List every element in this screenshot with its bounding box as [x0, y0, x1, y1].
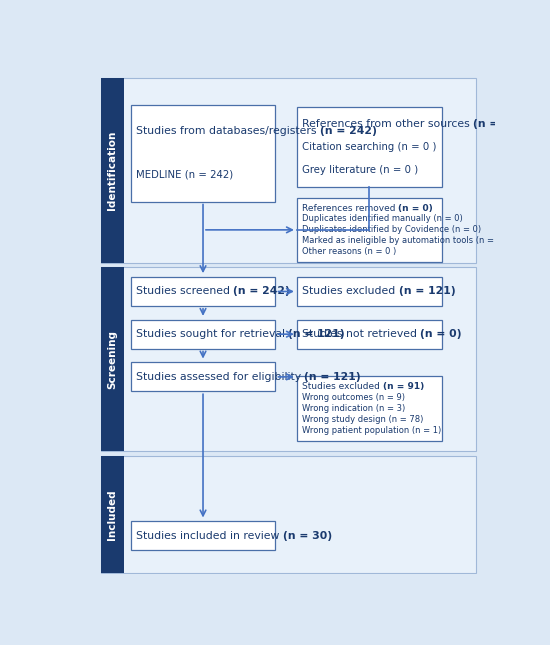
Text: Duplicates identified manually (n = 0): Duplicates identified manually (n = 0): [302, 214, 463, 223]
FancyBboxPatch shape: [101, 267, 476, 451]
Text: (n = 121): (n = 121): [304, 372, 361, 382]
Text: Identification: Identification: [107, 131, 118, 210]
FancyBboxPatch shape: [130, 362, 276, 392]
Text: Studies not retrieved: Studies not retrieved: [302, 329, 420, 339]
FancyBboxPatch shape: [130, 320, 276, 348]
FancyBboxPatch shape: [130, 521, 276, 550]
Text: (n = 0): (n = 0): [398, 204, 433, 212]
FancyBboxPatch shape: [130, 104, 276, 201]
Text: Duplicates identified by Covidence (n = 0): Duplicates identified by Covidence (n = …: [302, 225, 481, 234]
FancyBboxPatch shape: [297, 197, 442, 262]
Text: References removed: References removed: [302, 204, 398, 212]
Text: Screening: Screening: [107, 330, 118, 388]
Text: Included: Included: [107, 489, 118, 540]
Text: MEDLINE (n = 242): MEDLINE (n = 242): [136, 170, 233, 180]
FancyBboxPatch shape: [101, 456, 476, 573]
FancyBboxPatch shape: [130, 277, 276, 306]
FancyBboxPatch shape: [101, 456, 124, 573]
Text: Grey literature (n = 0 ): Grey literature (n = 0 ): [302, 165, 418, 175]
Text: (n = 0): (n = 0): [420, 329, 462, 339]
Text: Wrong outcomes (n = 9): Wrong outcomes (n = 9): [302, 393, 405, 402]
Text: Wrong patient population (n = 1): Wrong patient population (n = 1): [302, 426, 441, 435]
Text: (n = 121): (n = 121): [288, 329, 345, 339]
Text: Marked as ineligible by automation tools (n = 0): Marked as ineligible by automation tools…: [302, 236, 505, 245]
FancyBboxPatch shape: [297, 277, 442, 306]
FancyBboxPatch shape: [297, 107, 442, 186]
Text: (n = 242): (n = 242): [320, 126, 377, 136]
Text: Wrong study design (n = 78): Wrong study design (n = 78): [302, 415, 424, 424]
FancyBboxPatch shape: [297, 377, 442, 441]
Text: Studies screened: Studies screened: [136, 286, 233, 297]
Text: (n = 242): (n = 242): [233, 286, 290, 297]
FancyBboxPatch shape: [101, 79, 124, 263]
Text: (n = 91): (n = 91): [383, 382, 424, 392]
Text: Studies sought for retrieval: Studies sought for retrieval: [136, 329, 288, 339]
Text: Studies included in review: Studies included in review: [136, 531, 283, 541]
Text: Studies excluded: Studies excluded: [302, 382, 383, 392]
Text: (n = 30): (n = 30): [283, 531, 332, 541]
FancyBboxPatch shape: [101, 79, 476, 263]
FancyBboxPatch shape: [297, 320, 442, 348]
Text: Citation searching (n = 0 ): Citation searching (n = 0 ): [302, 142, 436, 152]
Text: (n = 0 ): (n = 0 ): [473, 119, 519, 129]
Text: Studies assessed for eligibility: Studies assessed for eligibility: [136, 372, 304, 382]
Text: (n = 121): (n = 121): [399, 286, 455, 297]
Text: Wrong indication (n = 3): Wrong indication (n = 3): [302, 404, 405, 413]
Text: Studies excluded: Studies excluded: [302, 286, 399, 297]
FancyBboxPatch shape: [101, 267, 124, 451]
Text: Studies from databases/registers: Studies from databases/registers: [136, 126, 320, 136]
Text: Other reasons (n = 0 ): Other reasons (n = 0 ): [302, 247, 396, 256]
Text: References from other sources: References from other sources: [302, 119, 473, 129]
